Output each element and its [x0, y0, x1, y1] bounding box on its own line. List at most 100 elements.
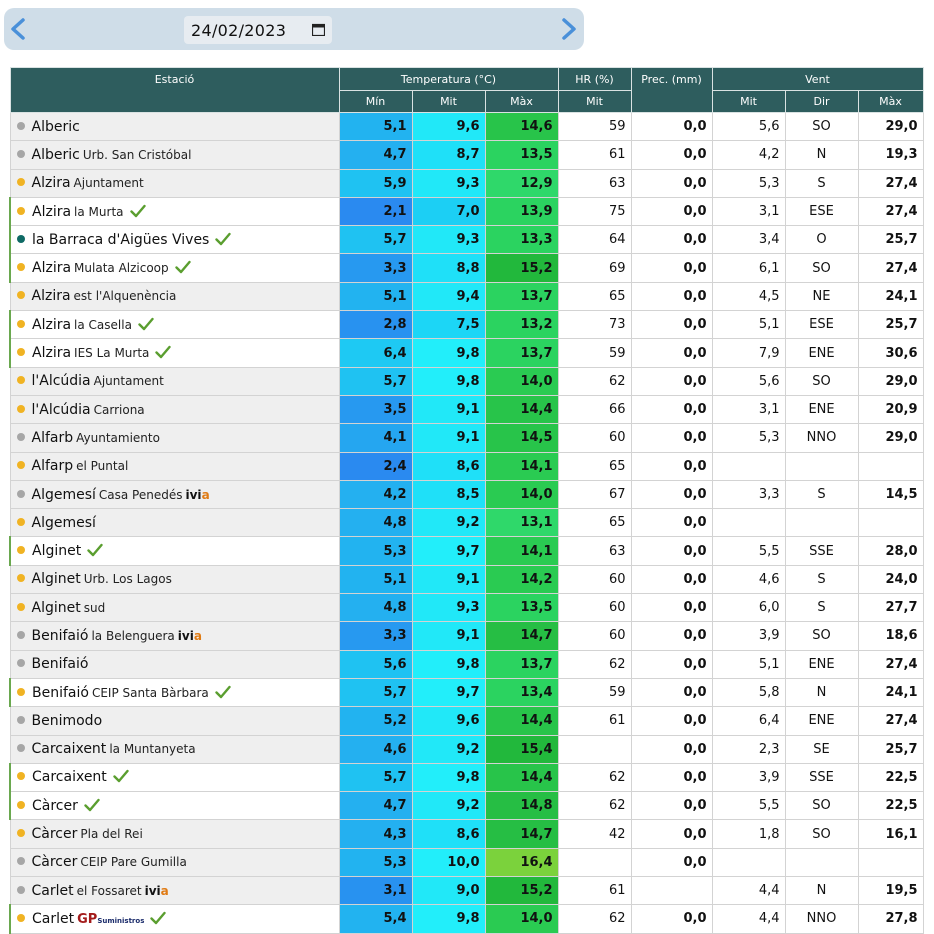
hr-cell: 60	[557, 593, 632, 623]
chevron-left-icon[interactable]	[7, 17, 31, 41]
chevron-right-icon[interactable]	[556, 17, 580, 41]
table-row[interactable]: Alzira IES La Murta 6,4 9,8 13,7 59 0,0 7,9 ENE 3…	[9, 338, 924, 368]
hr-cell: 62	[557, 762, 632, 793]
temp-min-cell: 5,3	[338, 847, 413, 878]
wind-max-cell: 27,8	[857, 904, 924, 934]
header-hr-mit[interactable]: Mit	[557, 90, 632, 113]
hr-cell: 65	[557, 508, 632, 538]
prec-cell: 0,0	[630, 734, 713, 764]
table-row[interactable]: Alginet 5,3 9,7 14,1 63 0,0 5,5 SSE 28,0	[9, 536, 924, 566]
station-cell[interactable]: Benifaió CEIP Santa Bàrbara	[9, 677, 340, 708]
calendar-icon[interactable]	[312, 23, 325, 36]
table-row[interactable]: Algemesí 4,8 9,2 13,1 65 0,0	[9, 508, 924, 538]
prec-cell: 0,0	[630, 536, 713, 566]
temp-min-cell: 2,8	[338, 310, 413, 340]
station-cell[interactable]: Alginet	[9, 536, 340, 566]
station-cell[interactable]: Alberic	[9, 111, 340, 142]
station-cell[interactable]: Alginet sud	[9, 593, 340, 623]
table-row[interactable]: la Barraca d'Aigües Vives 5,7 9,3 13,3 64 0,0…	[9, 225, 924, 255]
hr-cell: 69	[557, 253, 632, 283]
table-row[interactable]: Càrcer CEIP Pare Gumilla 5,3 10,0 16,4 0,0	[9, 847, 924, 878]
station-cell[interactable]: Algemesí	[9, 508, 340, 538]
header-temp-mit[interactable]: Mit	[411, 90, 486, 113]
status-dot-icon	[16, 517, 25, 526]
station-cell[interactable]: Càrcer	[9, 791, 340, 821]
station-cell[interactable]: Alfarb Ayuntamiento	[9, 423, 340, 453]
header-temp-max[interactable]: Màx	[484, 90, 559, 113]
table-row[interactable]: Alberic 5,1 9,6 14,6 59 0,0 5,6 SO 29,0	[9, 111, 924, 142]
header-wind-max[interactable]: Màx	[857, 90, 924, 113]
station-cell[interactable]: Alzira Ajuntament	[9, 168, 340, 198]
temp-max-cell: 14,8	[484, 791, 559, 821]
hr-cell: 61	[557, 140, 632, 170]
wind-mit-cell	[711, 847, 786, 878]
station-cell[interactable]: Carcaixent la Muntanyeta	[9, 734, 340, 764]
table-row[interactable]: Alfarb Ayuntamiento 4,1 9,1 14,5 60 0,0 5,3 NNO 2…	[9, 423, 924, 453]
table-row[interactable]: Càrcer Pla del Rei 4,3 8,6 14,7 42 0,0 1,8 SO 16,…	[9, 819, 924, 849]
temp-min-cell: 2,1	[338, 196, 413, 227]
header-prec[interactable]: Prec. (mm)	[630, 67, 713, 113]
checkmark-icon	[155, 345, 172, 359]
temp-max-cell: 14,1	[484, 536, 559, 566]
header-station[interactable]: Estació	[9, 67, 340, 113]
station-cell[interactable]: Alzira IES La Murta	[9, 338, 340, 368]
station-cell[interactable]: Alfarp el Puntal	[9, 451, 340, 481]
station-cell[interactable]: Càrcer Pla del Rei	[9, 819, 340, 849]
station-cell[interactable]: Càrcer CEIP Pare Gumilla	[9, 847, 340, 878]
station-name: Alginet	[31, 571, 81, 588]
table-row[interactable]: Benifaió la Belenguera ivia 3,3 9,1 14,7 60 0,0…	[9, 621, 924, 651]
table-row[interactable]: Benifaió 5,6 9,8 13,7 62 0,0 5,1 ENE 27,4	[9, 649, 924, 679]
wind-mit-cell: 3,3	[711, 479, 786, 510]
station-cell[interactable]: Carlet el Fossaret ivia	[9, 876, 340, 906]
table-row[interactable]: Carcaixent la Muntanyeta 4,6 9,2 15,4 0,0 2,3 S…	[9, 734, 924, 764]
table-row[interactable]: Alzira Mulata Alzicoop 3,3 8,8 15,2 69 0,0 6,1 S…	[9, 253, 924, 283]
wind-mit-cell: 5,6	[711, 366, 786, 396]
date-input[interactable]: 24/02/2023	[184, 16, 332, 44]
temp-max-cell: 14,0	[484, 904, 559, 934]
station-location: Casa Penedés	[98, 487, 183, 502]
table-row[interactable]: Alzira la Murta 2,1 7,0 13,9 75 0,0 3,1 ESE 27,4	[9, 196, 924, 227]
station-cell[interactable]: Alzira est l'Alquenència	[9, 281, 340, 312]
table-row[interactable]: Benifaió CEIP Santa Bàrbara 5,7 9,7 13,4 59 0,…	[9, 677, 924, 708]
station-cell[interactable]: Carcaixent	[9, 762, 340, 793]
station-cell[interactable]: Alberic Urb. San Cristóbal	[9, 140, 340, 170]
header-wind-dir[interactable]: Dir	[784, 90, 859, 113]
table-row[interactable]: Carcaixent 5,7 9,8 14,4 62 0,0 3,9 SSE 22,5	[9, 762, 924, 793]
temp-mit-cell: 8,6	[411, 451, 486, 481]
table-row[interactable]: Algemesí Casa Penedés ivia 4,2 8,5 14,0 67 0,0 3…	[9, 479, 924, 510]
station-cell[interactable]: l'Alcúdia Carriona	[9, 394, 340, 425]
wind-dir-cell	[784, 508, 859, 538]
status-dot-icon	[16, 461, 25, 470]
wind-max-cell: 14,5	[857, 479, 924, 510]
table-row[interactable]: Carlet el Fossaret ivia 3,1 9,0 15,2 61 4,4 N 19,…	[9, 876, 924, 906]
table-row[interactable]: l'Alcúdia Carriona 3,5 9,1 14,4 66 0,0 3,1 ENE 20…	[9, 394, 924, 425]
table-row[interactable]: Alzira Ajuntament 5,9 9,3 12,9 63 0,0 5,3 S 27,4	[9, 168, 924, 198]
station-cell[interactable]: Alzira Mulata Alzicoop	[9, 253, 340, 283]
table-row[interactable]: Càrcer 4,7 9,2 14,8 62 0,0 5,5 SO 22,5	[9, 791, 924, 821]
wind-dir-cell: ENE	[784, 649, 859, 679]
table-row[interactable]: Alginet Urb. Los Lagos 5,1 9,1 14,2 60 0,0 4,6 S…	[9, 564, 924, 595]
station-cell[interactable]: Carlet GPSuministros	[9, 904, 340, 934]
table-row[interactable]: Carlet GPSuministros 5,4 9,8 14,0 62 0,0 4,4 NNO…	[9, 904, 924, 934]
station-cell[interactable]: Alzira la Casella	[9, 310, 340, 340]
table-row[interactable]: Alginet sud 4,8 9,3 13,5 60 0,0 6,0 S 27,7	[9, 593, 924, 623]
temp-max-cell: 14,0	[484, 479, 559, 510]
header-wind-mit[interactable]: Mit	[711, 90, 786, 113]
table-row[interactable]: Alfarp el Puntal 2,4 8,6 14,1 65 0,0	[9, 451, 924, 481]
table-row[interactable]: Alberic Urb. San Cristóbal 4,7 8,7 13,5 61 0,0…	[9, 140, 924, 170]
table-row[interactable]: Alzira est l'Alquenència 5,1 9,4 13,7 65 0,0 4,…	[9, 281, 924, 312]
hr-cell: 73	[557, 310, 632, 340]
station-cell[interactable]: l'Alcúdia Ajuntament	[9, 366, 340, 396]
station-cell[interactable]: Alginet Urb. Los Lagos	[9, 564, 340, 595]
header-temp-min[interactable]: Mín	[338, 90, 413, 113]
station-cell[interactable]: Algemesí Casa Penedés ivia	[9, 479, 340, 510]
station-cell[interactable]: Alzira la Murta	[9, 196, 340, 227]
temp-min-cell: 5,7	[338, 762, 413, 793]
table-row[interactable]: Alzira la Casella 2,8 7,5 13,2 73 0,0 5,1 ESE 25,…	[9, 310, 924, 340]
station-cell[interactable]: la Barraca d'Aigües Vives	[9, 225, 340, 255]
station-cell[interactable]: Benifaió la Belenguera ivia	[9, 621, 340, 651]
table-row[interactable]: l'Alcúdia Ajuntament 5,7 9,8 14,0 62 0,0 5,6 SO 2…	[9, 366, 924, 396]
station-cell[interactable]: Benimodo	[9, 706, 340, 736]
station-cell[interactable]: Benifaió	[9, 649, 340, 679]
table-row[interactable]: Benimodo 5,2 9,6 14,4 61 0,0 6,4 ENE 27,4	[9, 706, 924, 736]
